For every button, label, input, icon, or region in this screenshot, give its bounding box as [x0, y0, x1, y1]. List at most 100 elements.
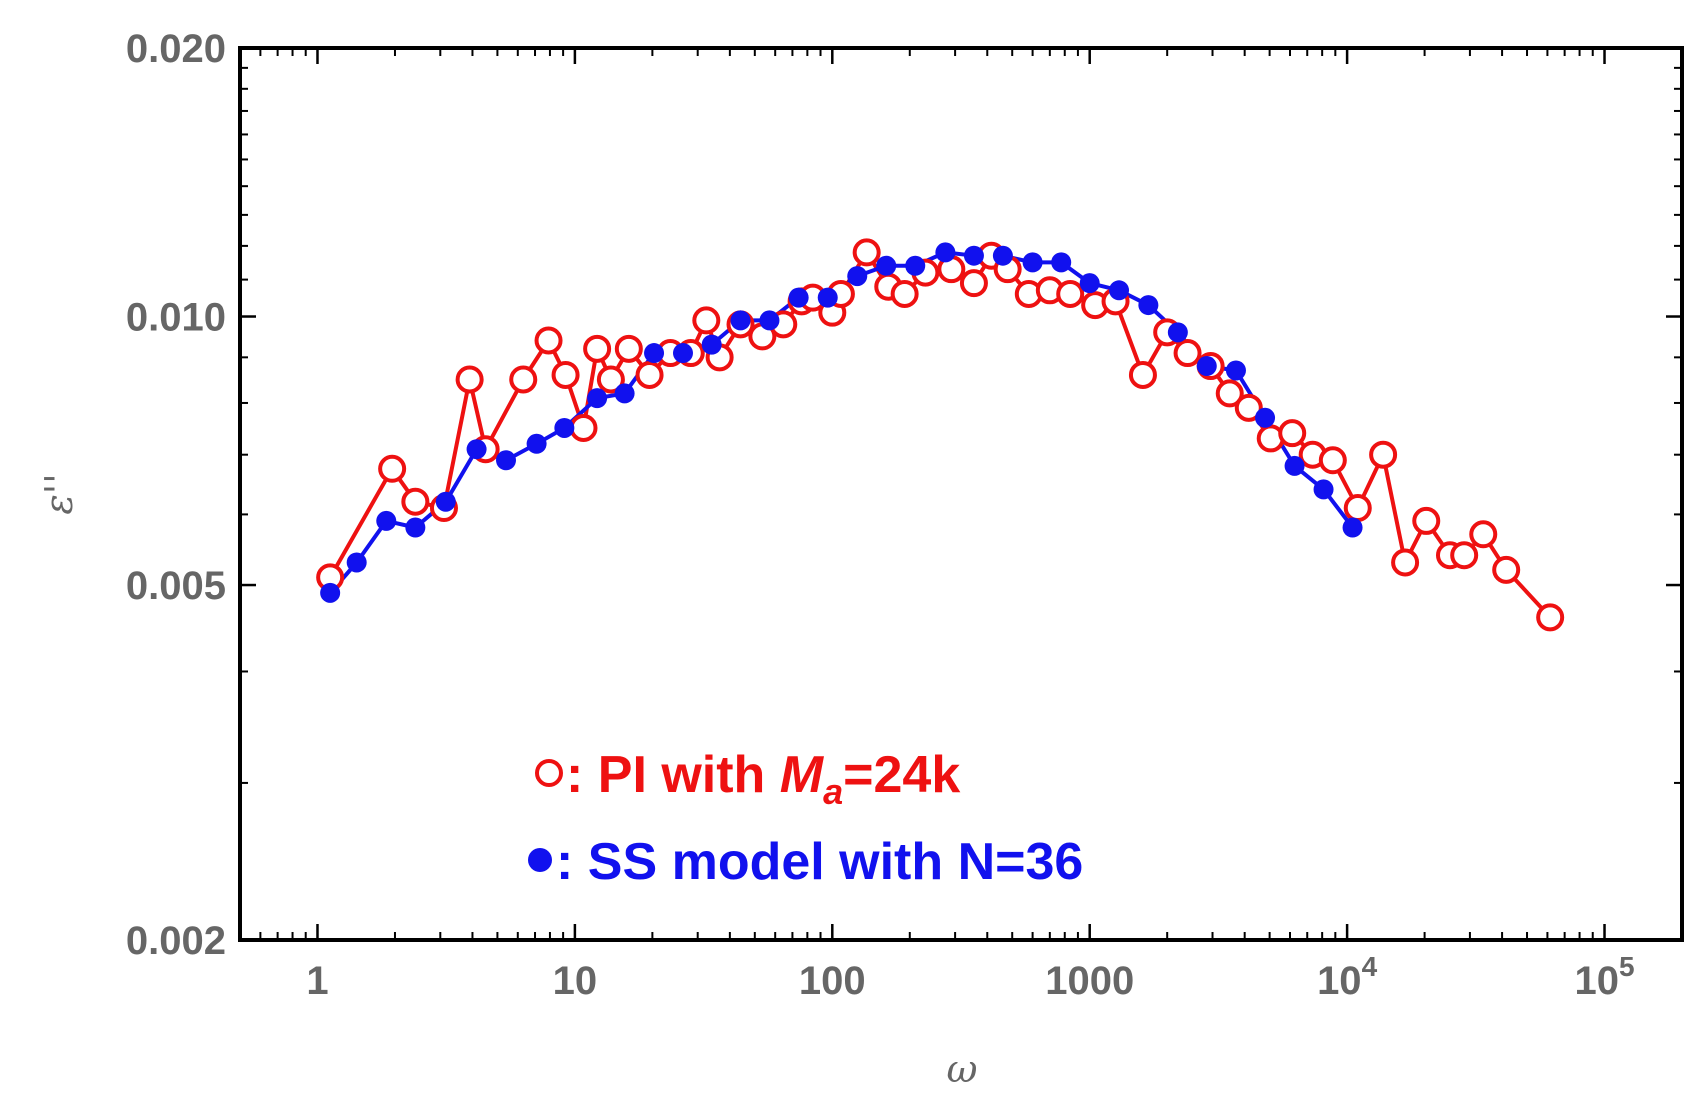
data-point-ss — [526, 433, 547, 454]
data-point-ss — [817, 287, 838, 308]
data-point-pi — [890, 279, 919, 308]
x-axis-label: ω — [947, 1047, 978, 1091]
data-point-ss — [905, 255, 926, 276]
data-point-ss — [759, 310, 780, 331]
data-point-pi — [583, 334, 612, 363]
data-point-ss — [1051, 252, 1072, 273]
legend-label-pi: : PI with Ma=24k — [566, 746, 960, 812]
series-markers — [316, 238, 1565, 632]
data-point-pi — [1215, 379, 1244, 408]
plot-frame — [238, 46, 1684, 942]
data-point-ss — [1255, 407, 1276, 428]
data-point-ss — [644, 343, 665, 364]
x-tick-label-base: 10 — [1317, 959, 1362, 1003]
x-tick-label-exponent: 4 — [1362, 951, 1378, 982]
data-point-ss — [466, 439, 487, 460]
data-point-pi — [1234, 393, 1263, 422]
data-point-pi — [852, 238, 881, 267]
data-point-pi — [1450, 541, 1479, 570]
data-point-ss — [788, 287, 809, 308]
data-point-ss — [672, 343, 693, 364]
data-point-pi — [534, 326, 563, 355]
data-point-pi — [959, 269, 988, 298]
legend-label-ss: : SS model with N=36 — [556, 833, 1083, 891]
legend-pi-italic: M — [780, 746, 825, 804]
data-point-ss — [730, 310, 751, 331]
data-point-pi — [1278, 419, 1307, 448]
x-tick-label: 104 — [1317, 951, 1378, 1003]
data-point-ss — [614, 383, 635, 404]
data-point-pi — [401, 487, 430, 516]
data-point-pi — [1536, 603, 1565, 632]
legend-pi-subscript: a — [823, 771, 843, 812]
data-point-pi — [378, 454, 407, 483]
data-point-pi — [569, 413, 598, 442]
data-point-ss — [1342, 517, 1363, 538]
data-point-pi — [614, 334, 643, 363]
data-point-pi — [692, 306, 721, 335]
data-point-pi — [1128, 360, 1157, 389]
x-tick-label-base: 100 — [799, 959, 866, 1003]
data-point-ss — [935, 242, 956, 263]
data-point-pi — [455, 365, 484, 394]
data-point-ss — [963, 245, 984, 266]
x-tick-label-base: 1 — [306, 959, 328, 1003]
data-point-ss — [1079, 273, 1100, 294]
x-tick-labels: 1 10 100 1000 104 105 — [306, 951, 1634, 1003]
x-tick-label-base: 1000 — [1045, 959, 1134, 1003]
major-ticks — [240, 46, 1682, 942]
data-point-ss — [1225, 360, 1246, 381]
data-point-ss — [992, 245, 1013, 266]
data-point-pi — [1412, 506, 1441, 535]
x-tick-label: 1 — [306, 959, 328, 1003]
x-tick-label: 1000 — [1045, 959, 1134, 1003]
data-point-ss — [1022, 252, 1043, 273]
x-tick-label-base: 10 — [1574, 959, 1619, 1003]
x-tick-label: 105 — [1574, 951, 1634, 1003]
y-tick-labels: 0.002 0.005 0.010 0.020 — [126, 27, 226, 963]
x-tick-label-base: 10 — [553, 959, 598, 1003]
data-point-ss — [1109, 280, 1130, 301]
legend-marker-pi — [535, 759, 563, 787]
data-point-ss — [1138, 295, 1159, 316]
legend-pi-prefix: : PI with — [566, 746, 780, 804]
minor-ticks — [240, 48, 1682, 940]
data-point-pi — [551, 360, 580, 389]
data-point-pi — [1343, 494, 1372, 523]
y-tick-label: 0.010 — [126, 296, 226, 340]
y-tick-label: 0.020 — [126, 27, 226, 71]
data-point-pi — [509, 365, 538, 394]
data-point-pi — [1173, 339, 1202, 368]
x-tick-label: 100 — [799, 959, 866, 1003]
y-tick-label: 0.002 — [126, 919, 226, 963]
data-point-ss — [376, 510, 397, 531]
data-point-ss — [1284, 455, 1305, 476]
data-point-pi — [1318, 446, 1347, 475]
data-point-pi — [1469, 520, 1498, 549]
data-point-ss — [587, 388, 608, 409]
data-point-ss — [1313, 479, 1334, 500]
data-point-ss — [1167, 322, 1188, 343]
y-axis-label: ε'' — [37, 473, 81, 514]
data-point-ss — [320, 582, 341, 603]
data-point-ss — [496, 450, 517, 471]
y-tick-label: 0.005 — [126, 564, 226, 608]
data-point-pi — [1056, 279, 1085, 308]
data-point-pi — [1492, 555, 1521, 584]
series-lines — [328, 250, 1552, 619]
data-point-ss — [405, 517, 426, 538]
data-point-ss — [346, 552, 367, 573]
data-point-ss — [701, 334, 722, 355]
data-point-pi — [1369, 440, 1398, 469]
series-line-pi — [328, 250, 1552, 619]
x-tick-label-exponent: 5 — [1619, 951, 1635, 982]
data-point-ss — [876, 255, 897, 276]
data-point-pi — [1391, 548, 1420, 577]
legend-marker-ss — [528, 848, 552, 872]
x-tick-label: 10 — [553, 959, 598, 1003]
data-point-ss — [847, 266, 868, 287]
data-point-pi — [596, 365, 625, 394]
legend-pi-suffix: =24k — [843, 746, 960, 804]
legend: : PI with Ma=24k : SS model with N=36 — [528, 746, 1083, 891]
